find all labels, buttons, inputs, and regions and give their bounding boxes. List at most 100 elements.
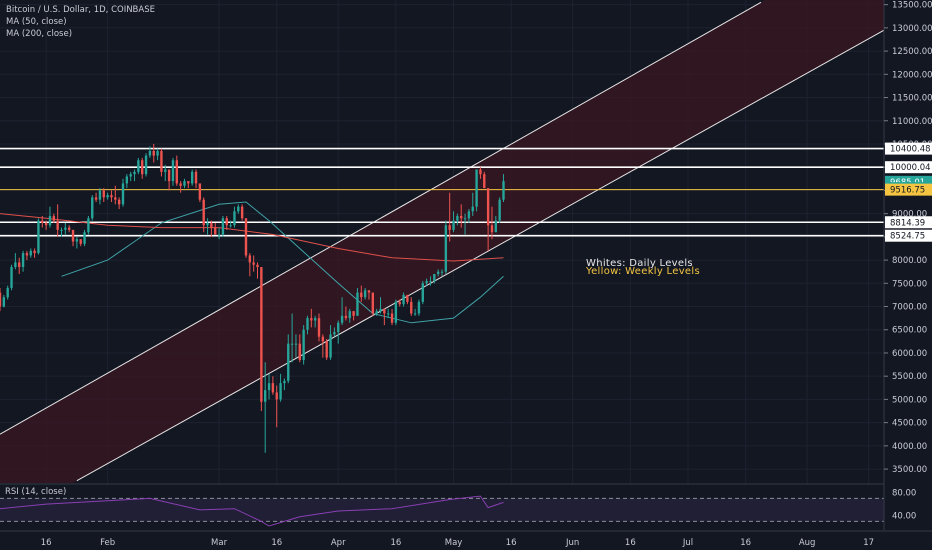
candle — [0, 287, 2, 312]
candle — [198, 183, 202, 203]
candle — [402, 292, 405, 307]
candle — [452, 211, 455, 233]
candle-body — [91, 197, 94, 219]
candle — [367, 290, 371, 300]
ma50-legend[interactable]: MA (50, close) — [6, 17, 67, 27]
candle-body — [183, 181, 186, 186]
candle-body — [171, 160, 175, 182]
candle — [390, 308, 394, 326]
candle-body — [137, 160, 140, 172]
rsi-line — [0, 495, 504, 527]
candle-body — [264, 390, 267, 402]
candle-body — [386, 313, 390, 315]
candle-body — [460, 215, 463, 219]
price-tick-label: 7000.00 — [892, 303, 927, 313]
candle-body — [467, 211, 471, 219]
candle — [2, 294, 6, 308]
candle-body — [256, 264, 259, 268]
candle — [417, 299, 421, 316]
candle-body — [363, 290, 367, 298]
candle — [164, 164, 167, 182]
price-tick-label: 13500.00 — [892, 1, 932, 11]
candle — [79, 239, 82, 247]
candle — [98, 188, 102, 205]
candle-body — [275, 392, 278, 400]
candle-body — [379, 308, 382, 312]
candle — [190, 169, 194, 186]
candle-body — [294, 343, 298, 345]
candle — [260, 267, 263, 412]
candle-body — [37, 220, 40, 254]
candle — [56, 204, 59, 237]
candle-body — [287, 343, 290, 381]
price-tick-label: 6000.00 — [892, 349, 927, 359]
candle — [6, 285, 9, 300]
candle-body — [229, 225, 232, 227]
weekly-levels-note: Yellow: Weekly Levels — [586, 266, 700, 277]
candle — [406, 294, 409, 305]
candle — [444, 220, 448, 275]
candle-body — [175, 160, 178, 184]
candle — [60, 227, 63, 237]
candle — [460, 204, 463, 228]
price-tag-box — [885, 161, 932, 174]
time-axis[interactable]: 16 Feb Mar 16 Apr 16 May 16 Jun 16 Jul 16 Aug 17 — [0, 530, 932, 548]
candle-body — [217, 234, 221, 236]
candle-body — [67, 227, 71, 230]
candle — [287, 334, 290, 384]
candle — [279, 373, 282, 402]
price-tick-label: 8000.00 — [892, 256, 927, 266]
candle — [386, 308, 390, 319]
candle — [383, 308, 386, 326]
candle-body — [290, 343, 294, 345]
candle-body — [436, 271, 440, 275]
candle — [237, 204, 240, 214]
candle-body — [448, 225, 451, 230]
candle-body — [283, 380, 286, 384]
price-tag-label: 9516.75 — [890, 186, 925, 196]
symbol-title[interactable]: Bitcoin / U.S. Dollar, 1D, COINBASE — [6, 5, 155, 15]
price-axis[interactable]: 3500.00 4000.00 4500.00 5000.00 5500.00 6000.… — [883, 0, 932, 550]
ma200-legend[interactable]: MA (200, close) — [6, 29, 73, 39]
candle-body — [225, 218, 228, 226]
price-tick-label: 9000.00 — [892, 210, 927, 220]
candle — [202, 197, 205, 233]
candle — [21, 250, 25, 272]
candle — [448, 192, 451, 242]
candle — [306, 315, 309, 335]
candle — [498, 197, 501, 223]
candle-body — [383, 308, 386, 314]
price-tick-label: 4000.00 — [892, 442, 927, 452]
candle — [494, 215, 498, 233]
candle — [137, 157, 140, 175]
candle-body — [340, 315, 344, 323]
candle-body — [356, 292, 359, 316]
candle-body — [56, 220, 59, 230]
price-tick-label: 7500.00 — [892, 279, 927, 289]
candle — [214, 222, 217, 235]
candle-body — [360, 292, 363, 298]
candle — [479, 167, 482, 179]
candle-body — [371, 292, 375, 314]
candle-body — [202, 199, 205, 226]
price-tag-box — [885, 183, 932, 196]
candle-body — [352, 311, 355, 316]
candle-body — [233, 211, 236, 226]
candle — [171, 157, 175, 186]
candle — [483, 171, 486, 189]
candle-body — [190, 171, 194, 184]
candle-body — [440, 271, 444, 273]
candle-body — [421, 283, 424, 302]
candle — [117, 197, 121, 209]
rsi-legend[interactable]: RSI (14, close) — [5, 487, 67, 497]
candle-body — [279, 383, 282, 400]
channel-upper-line — [0, 1, 762, 435]
candle — [298, 334, 301, 363]
candle — [167, 169, 171, 191]
candle — [275, 385, 278, 428]
candle — [271, 376, 275, 395]
candle-body — [390, 313, 394, 323]
candle-body — [71, 229, 75, 242]
candle — [10, 264, 13, 291]
